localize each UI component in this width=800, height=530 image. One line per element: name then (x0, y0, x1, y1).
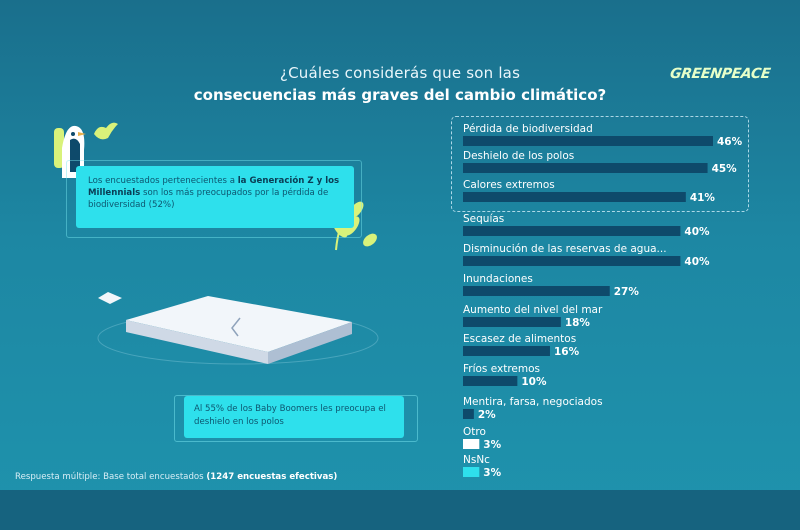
bar-row: Pérdida de biodiversidad 46% (463, 123, 743, 148)
category-label: Otro (463, 426, 486, 438)
value-label: 46% (717, 136, 743, 148)
value-label: 10% (521, 376, 547, 388)
footnote: Respuesta múltiple: Base total encuestad… (15, 472, 337, 482)
category-label: Deshielo de los polos (463, 150, 574, 162)
footnote-text: Respuesta múltiple: Base total encuestad… (15, 472, 207, 482)
top3-highlight-box (451, 116, 749, 212)
bar (463, 409, 474, 419)
callout-genz-post: son los más preocupados por la pérdida d… (88, 188, 329, 210)
value-label: 3% (483, 439, 501, 451)
callout-genz-bold: la Generación Z y los Millennials (88, 176, 340, 198)
ice-floe-icon (97, 292, 379, 365)
value-label: 41% (690, 192, 716, 204)
penguin-icon (54, 125, 86, 178)
callout-boomers: Al 55% de los Baby Boomers les preocupa … (184, 396, 404, 438)
value-label: 2% (478, 409, 496, 421)
bar (463, 192, 686, 202)
category-label: Escasez de alimentos (463, 333, 576, 345)
category-label: Aumento del nivel del mar (463, 304, 603, 316)
bar (463, 256, 681, 266)
title-line-2: consecuencias más graves del cambio clim… (193, 86, 607, 104)
footer-band (0, 490, 800, 530)
value-label: 18% (565, 317, 591, 329)
value-label: 45% (712, 163, 738, 175)
bar (463, 317, 561, 327)
bar-row: Inundaciones 27% (463, 273, 639, 298)
value-label: 40% (684, 226, 710, 238)
bar (463, 467, 480, 477)
category-label: Pérdida de biodiversidad (463, 123, 593, 135)
callout-genz: Los encuestados pertenecientes a la Gene… (76, 166, 354, 228)
category-label: NsNc (463, 454, 490, 466)
bar-row: Deshielo de los polos 45% (463, 150, 737, 175)
bar (463, 226, 681, 236)
bar-row: Sequías 40% (463, 213, 710, 238)
title-line-1: ¿Cuáles considerás que son las (279, 64, 521, 82)
chart-title: ¿Cuáles considerás que son las consecuen… (150, 64, 650, 104)
bar (463, 376, 518, 386)
callout-genz-pre: Los encuestados pertenecientes a (88, 176, 238, 186)
bar (463, 136, 713, 146)
category-label: Calores extremos (463, 179, 555, 191)
value-label: 3% (483, 467, 501, 479)
bar (463, 163, 708, 173)
category-label: Sequías (463, 213, 504, 225)
value-label: 27% (614, 286, 640, 298)
bird-icon (94, 122, 118, 140)
footnote-bold: (1247 encuestas efectivas) (206, 472, 338, 482)
bar (463, 346, 550, 356)
callout-boomers-frame (174, 395, 418, 442)
bar-row: Calores extremos 41% (463, 179, 715, 204)
category-label: Disminución de las reservas de agua... (463, 243, 667, 255)
category-label: Mentira, farsa, negociados (463, 396, 603, 408)
value-label: 40% (684, 256, 710, 268)
category-label: Fríos extremos (463, 363, 540, 375)
callout-genz-frame (66, 160, 362, 238)
bar (463, 286, 610, 296)
value-label: 16% (554, 346, 580, 358)
bar (463, 439, 480, 449)
category-label: Inundaciones (463, 273, 533, 285)
bar-row: Disminución de las reservas de agua... 40… (463, 243, 710, 268)
